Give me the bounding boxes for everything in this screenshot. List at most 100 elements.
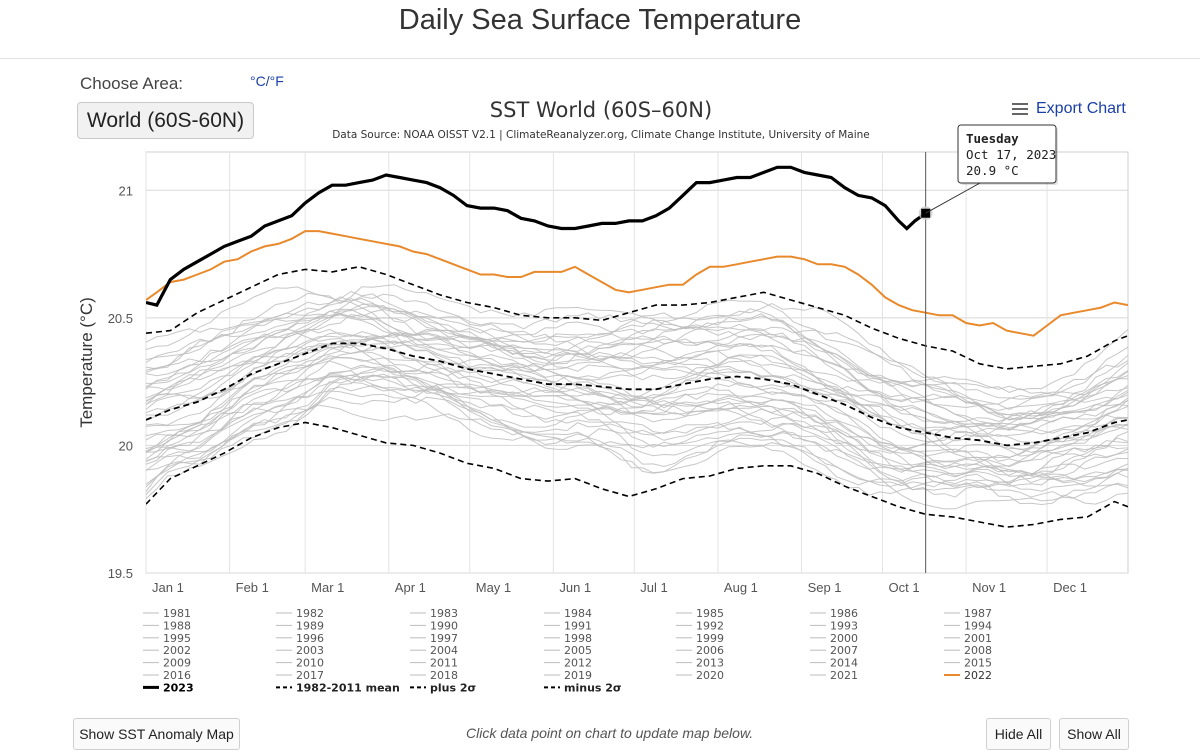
legend-item[interactable]: 1992 — [676, 619, 724, 632]
show-all-button[interactable]: Show All — [1059, 718, 1129, 750]
legend-item[interactable]: 2020 — [676, 669, 724, 682]
legend-item[interactable]: 1981 — [143, 607, 191, 620]
legend-item[interactable]: 1991 — [544, 619, 592, 632]
legend-label: 2013 — [696, 657, 724, 670]
legend-item[interactable]: 1998 — [544, 632, 592, 645]
series-line-2003 — [146, 343, 1128, 459]
legend-item[interactable]: 2018 — [410, 669, 458, 682]
legend-item[interactable]: 2015 — [944, 657, 992, 670]
legend-item[interactable]: 2003 — [276, 644, 324, 657]
legend-label: 2023 — [163, 681, 194, 694]
legend-item[interactable]: 1984 — [544, 607, 592, 620]
legend-item[interactable]: 2001 — [944, 632, 992, 645]
legend-item[interactable]: 2008 — [944, 644, 992, 657]
legend-item[interactable]: plus 2σ — [410, 681, 476, 694]
legend-label: 1993 — [830, 619, 858, 632]
click-hint-text: Click data point on chart to update map … — [466, 725, 754, 741]
series-line-2023 — [146, 165, 927, 307]
legend-item[interactable]: 2014 — [810, 657, 858, 670]
legend-item[interactable]: 2011 — [410, 657, 458, 670]
series-line-2013 — [146, 290, 1128, 410]
legend-item[interactable]: 1997 — [410, 632, 458, 645]
show-anomaly-map-button[interactable]: Show SST Anomaly Map — [73, 718, 240, 750]
legend-item[interactable]: 1982-2011 mean — [276, 681, 400, 694]
legend-label: 1986 — [830, 607, 858, 620]
legend-label: 1998 — [564, 632, 592, 645]
legend-item[interactable]: 1993 — [810, 619, 858, 632]
legend-label: 1991 — [564, 619, 592, 632]
legend-item[interactable]: 1995 — [143, 632, 191, 645]
x-tick-label: Jun 1 — [559, 580, 591, 595]
units-toggle-link[interactable]: °C/°F — [250, 73, 284, 89]
legend-item[interactable]: 2009 — [143, 657, 191, 670]
legend-item[interactable]: 1996 — [276, 632, 324, 645]
series-line-2017 — [146, 303, 1128, 416]
legend-item[interactable]: 1985 — [676, 607, 724, 620]
legend-label: 2002 — [163, 644, 191, 657]
legend-item[interactable]: 2019 — [544, 669, 592, 682]
legend-label: 1981 — [163, 607, 191, 620]
area-select-button[interactable]: World (60S-60N) — [77, 102, 254, 139]
series-line-plus-2sigma — [146, 265, 1128, 370]
series-line-2021 — [146, 284, 1128, 391]
legend-label: 2017 — [296, 669, 324, 682]
legend-label: 2011 — [430, 657, 458, 670]
legend-item[interactable]: 1983 — [410, 607, 458, 620]
tooltip-weekday: Tuesday — [966, 131, 1019, 146]
legend-item[interactable]: 1999 — [676, 632, 724, 645]
series-line-2012 — [146, 313, 1128, 431]
legend-item[interactable]: 2017 — [276, 669, 324, 682]
legend-label: 2020 — [696, 669, 724, 682]
series-line-2022 — [146, 230, 1128, 337]
legend-label: 2000 — [830, 632, 858, 645]
title-divider — [0, 58, 1200, 59]
chart-subtitle: Data Source: NOAA OISST V2.1 | ClimateRe… — [332, 129, 870, 141]
legend-item[interactable]: 2021 — [810, 669, 858, 682]
legend-item[interactable]: 2022 — [944, 669, 992, 682]
series-line-1990 — [146, 383, 1128, 498]
hide-all-button[interactable]: Hide All — [986, 718, 1051, 750]
legend-item[interactable]: minus 2σ — [544, 681, 622, 694]
legend-item[interactable]: 1989 — [276, 619, 324, 632]
series-line-2015 — [146, 292, 1128, 412]
legend-item[interactable]: 2005 — [544, 644, 592, 657]
legend-item[interactable]: 2000 — [810, 632, 858, 645]
legend-label: plus 2σ — [430, 681, 476, 694]
legend-item[interactable]: 2010 — [276, 657, 324, 670]
legend-item[interactable]: 2004 — [410, 644, 458, 657]
page-title: Daily Sea Surface Temperature — [398, 4, 802, 36]
y-tick-label: 20.5 — [108, 311, 133, 326]
export-chart-button[interactable]: Export Chart — [1012, 100, 1126, 118]
x-tick-label: Aug 1 — [724, 580, 758, 595]
legend-label: 1995 — [163, 632, 191, 645]
legend-item[interactable]: 2023 — [143, 681, 194, 694]
legend-item[interactable]: 1988 — [143, 619, 191, 632]
legend-label: 2012 — [564, 657, 592, 670]
legend-label: 1999 — [696, 632, 724, 645]
sst-chart[interactable]: 19.5 20 20.5 21 Jan 1 Feb 1 Mar 1 Apr 1 May 1 Jun… — [0, 0, 1200, 710]
legend-item[interactable]: 2013 — [676, 657, 724, 670]
legend-item[interactable]: 2006 — [676, 644, 724, 657]
legend-item[interactable]: 1986 — [810, 607, 858, 620]
legend-item[interactable]: 1982 — [276, 607, 324, 620]
legend-item[interactable]: 1994 — [944, 619, 992, 632]
x-tick-label: Dec 1 — [1053, 580, 1087, 595]
legend-label: 2019 — [564, 669, 592, 682]
legend-label: 2001 — [964, 632, 992, 645]
legend-label: 1985 — [696, 607, 724, 620]
legend-item[interactable]: 2007 — [810, 644, 858, 657]
legend-item[interactable]: 2002 — [143, 644, 191, 657]
y-tick-label: 19.5 — [108, 566, 133, 581]
series-line-2010 — [146, 332, 1128, 434]
legend-item[interactable]: 1987 — [944, 607, 992, 620]
series-line-1995 — [146, 345, 1128, 463]
series-line-2004 — [146, 337, 1128, 443]
legend-item[interactable]: 2012 — [544, 657, 592, 670]
series-line-2005 — [146, 309, 1128, 429]
legend-label: 1992 — [696, 619, 724, 632]
legend-label: 2022 — [964, 669, 992, 682]
legend-label: 1994 — [964, 619, 992, 632]
tooltip-box — [957, 124, 1057, 184]
legend-item[interactable]: 2016 — [143, 669, 191, 682]
legend-item[interactable]: 1990 — [410, 619, 458, 632]
